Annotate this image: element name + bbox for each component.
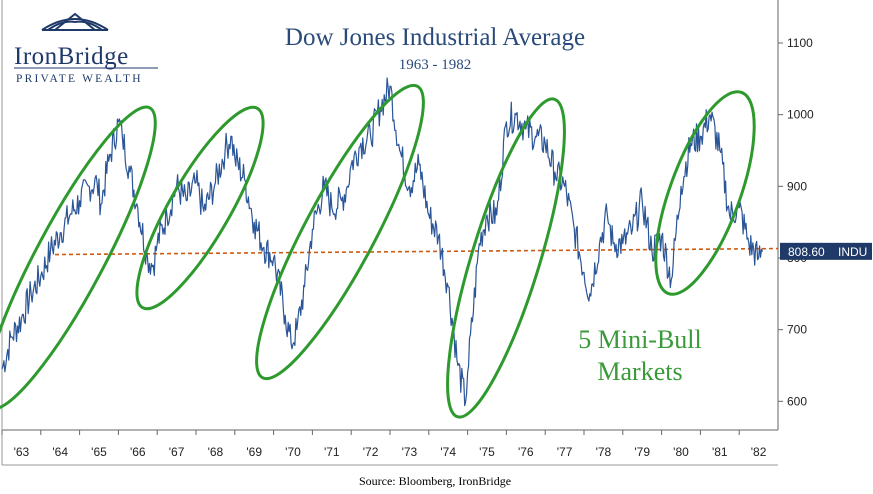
x-axis-ticks: '63 '64 '65 '66 '67 '68 '69 '70 '71 '72 '73 '74 '75 '…	[1, 430, 767, 459]
source-note: Source: Bloomberg, IronBridge	[359, 474, 511, 488]
bridge-icon	[41, 12, 109, 31]
x-tick-label: '69	[246, 445, 262, 459]
y-axis-ticks: 60070080090010001100	[778, 36, 814, 408]
logo-main-text: IronBridge	[14, 43, 129, 70]
x-tick-label: '65	[91, 445, 107, 459]
bull-market-ellipse	[446, 97, 566, 419]
chart-subtitle: 1963 - 1982	[399, 57, 472, 73]
x-tick-label: '77	[557, 445, 573, 459]
x-tick-label: '63	[14, 445, 30, 459]
annotation-line2: Markets	[597, 357, 682, 386]
last-value-text: 808.60	[788, 245, 825, 259]
y-tick-label: 1100	[787, 36, 813, 50]
x-tick-label: '70	[285, 445, 301, 459]
ironbridge-logo: IronBridge PRIVATE WEALTH	[14, 12, 158, 85]
y-tick-label: 700	[787, 323, 807, 337]
chart-title: Dow Jones Industrial Average	[285, 24, 585, 51]
bull-market-ellipse	[255, 83, 425, 381]
bull-market-ellipse	[654, 90, 756, 296]
last-value-ticker: INDU	[838, 245, 867, 259]
x-tick-label: '67	[169, 445, 185, 459]
y-tick-label: 900	[787, 179, 807, 193]
last-value-tag-box	[780, 242, 872, 260]
bull-market-ellipse	[0, 105, 157, 411]
last-value-tag: 808.60 INDU	[780, 242, 872, 260]
logo-sub-text: PRIVATE WEALTH	[16, 73, 143, 85]
x-tick-label: '78	[596, 445, 612, 459]
y-tick-label: 1000	[787, 108, 814, 122]
x-tick-label: '74	[440, 445, 456, 459]
bull-market-ellipses	[0, 83, 756, 419]
x-tick-label: '66	[130, 445, 146, 459]
x-tick-label: '79	[634, 445, 650, 459]
plot-area: 60070080090010001100 '63'64'65'66'67'68'…	[0, 0, 814, 466]
reference-line	[54, 247, 779, 256]
x-tick-label: '82	[751, 445, 767, 459]
series-line	[1, 77, 764, 407]
x-tick-label: '72	[363, 445, 379, 459]
x-tick-label: '81	[712, 445, 728, 459]
annotation-line1: 5 Mini-Bull	[578, 325, 702, 354]
y-tick-label: 600	[787, 394, 807, 408]
x-tick-label: '75	[479, 445, 495, 459]
x-tick-label: '73	[402, 445, 418, 459]
x-tick-label: '76	[518, 445, 534, 459]
x-tick-label: '64	[52, 445, 68, 459]
bull-market-ellipse	[135, 105, 265, 311]
x-tick-label: '68	[208, 445, 224, 459]
x-tick-label: '80	[673, 445, 689, 459]
x-tick-label: '71	[324, 445, 340, 459]
